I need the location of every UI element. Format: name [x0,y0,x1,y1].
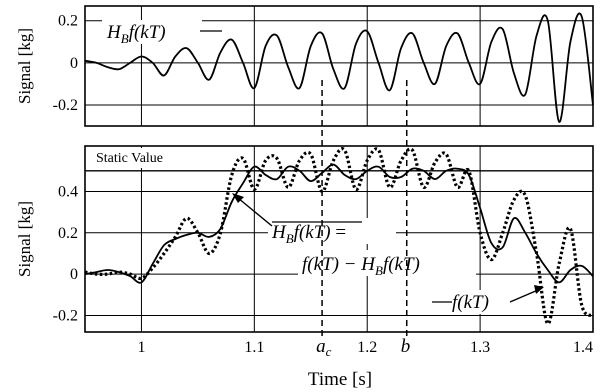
bottom-ylabel: Signal [kg] [15,201,34,277]
marker-label: ac [316,336,332,359]
top-series-line [84,12,594,123]
xtick-label: 1.4 [573,339,593,356]
top-series [84,12,594,123]
marker-label: b [401,336,411,357]
bottom-ytick-label: -0.2 [53,307,78,324]
bottom-plot-frame [84,145,594,333]
difference-annotation-bg [298,250,476,276]
xtick-label: 1 [137,339,145,356]
bottom-ytick-label: 0.4 [58,183,78,200]
bottom-ytick-label: 0.2 [58,225,78,242]
filtered-solid-series [84,163,594,284]
top-ytick-label: -0.2 [53,97,78,114]
xtick-label: 1.2 [357,339,377,356]
overbar-arrow-line [237,197,273,227]
static-value-label-bg [90,148,208,168]
bottom-series [84,147,595,326]
top-ytick-labels: 0.2 0 -0.2 [53,13,78,114]
bottom-tick-labels: 0.4 0.2 0 -0.2 1 1.1 1.2 1.3 1.4 [53,183,593,356]
top-ytick-label: 0 [70,55,78,72]
fkt-annotation: f(kT) [452,292,489,313]
overbar-annotation: HBf(kT) = [271,222,346,246]
overbar-arrow-head [232,193,244,203]
top-plot-frame [84,5,594,127]
x-axis-label: Time [s] [308,369,372,390]
xtick-label: 1.1 [244,339,264,356]
static-value-label: Static Value [96,151,163,166]
time-markers: ac b [316,80,410,359]
top-ytick-label: 0.2 [58,13,78,30]
bottom-ytick-label: 0 [70,266,78,283]
fkt-arrow-line [509,289,539,303]
fkt-arrow-head [534,285,544,294]
difference-annotation: f(kT) − HBf(kT) [302,254,420,278]
top-annotation: HBf(kT) [106,22,166,46]
top-annotation-bg [102,20,202,44]
xtick-label: 1.3 [470,339,490,356]
fkt-annotation-bg [448,290,510,314]
top-ylabel: Signal [kg] [15,28,34,104]
